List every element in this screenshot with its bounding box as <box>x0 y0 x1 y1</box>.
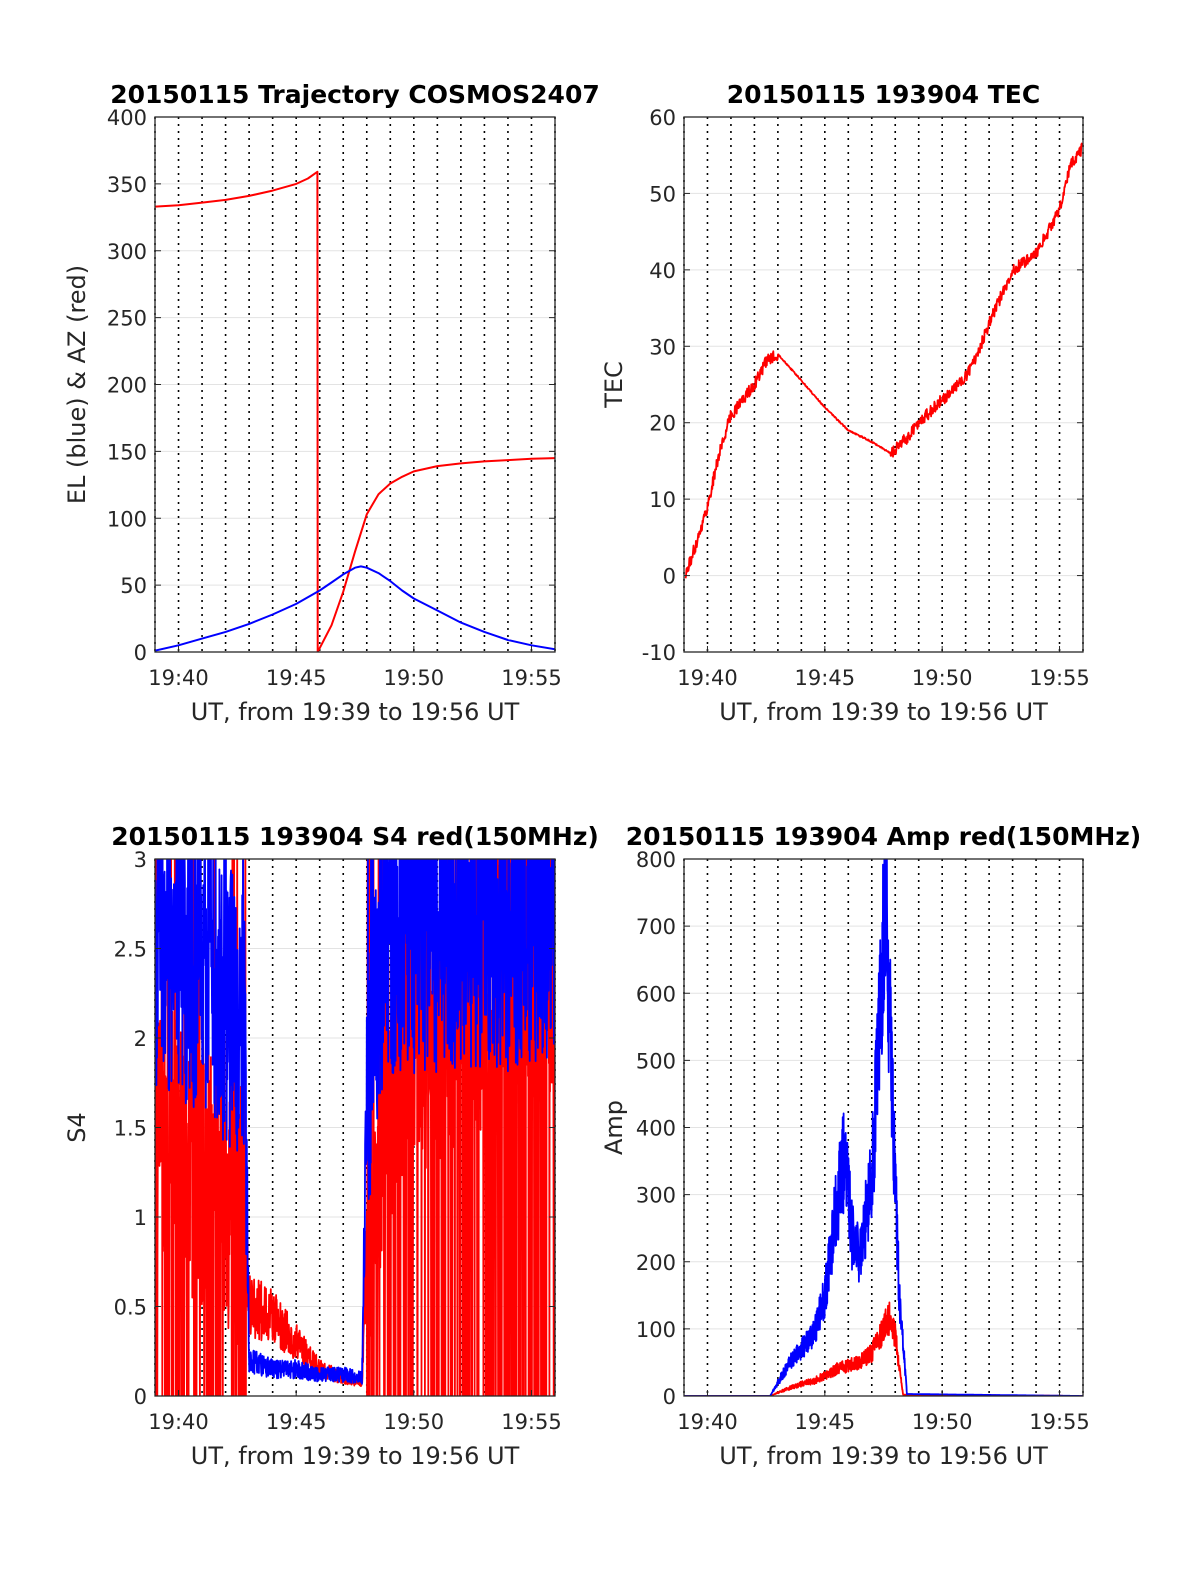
x-tick-label: 19:45 <box>795 666 856 690</box>
y-tick-label: -10 <box>642 641 676 665</box>
y-tick-label: 400 <box>636 1117 676 1141</box>
y-axis-label: S4 <box>63 1112 91 1143</box>
series-group <box>155 170 555 652</box>
y-tick-label: 300 <box>636 1184 676 1208</box>
y-tick-label: 100 <box>636 1318 676 1342</box>
chart-3: 0 0.5 1 1.5 2 2.5 3 19:40 19:45 19:50 19:55 2015011… <box>63 822 599 1470</box>
y-axis-label: Amp <box>600 1100 628 1155</box>
y-tick-label: 350 <box>107 173 147 197</box>
series-line-red <box>684 142 1083 579</box>
y-tick-label: 20 <box>649 412 676 436</box>
x-axis-label: UT, from 19:39 to 19:56 UT <box>719 1442 1048 1470</box>
y-tick-label: 600 <box>636 982 676 1006</box>
chart-2: -10 0 10 20 30 40 50 60 19:40 19:45 19:50 19:55 2015… <box>600 80 1090 726</box>
y-tick-label: 0 <box>663 565 676 589</box>
y-tick-label: 200 <box>636 1251 676 1275</box>
chart-title: 20150115 193904 TEC <box>727 80 1040 109</box>
chart-1: 0 50 100 150 200 250 300 350 400 19:40 19:45 19:50 1… <box>63 80 600 726</box>
x-axis-label: UT, from 19:39 to 19:56 UT <box>719 698 1048 726</box>
x-tick-label: 19:40 <box>677 1410 738 1434</box>
series-group <box>684 142 1083 579</box>
y-tick-label: 100 <box>107 507 147 531</box>
x-axis-label: UT, from 19:39 to 19:56 UT <box>191 698 520 726</box>
x-tick-label: 19:55 <box>1029 666 1090 690</box>
y-tick-label: 700 <box>636 915 676 939</box>
y-tick-label: 50 <box>120 574 147 598</box>
y-tick-label: 2.5 <box>114 938 147 962</box>
y-tick-label: 0 <box>663 1385 676 1409</box>
series-line-blue <box>155 565 555 652</box>
x-tick-label: 19:40 <box>148 1410 209 1434</box>
chart-title: 20150115 193904 S4 red(150MHz) <box>111 822 599 851</box>
x-axis-label: UT, from 19:39 to 19:56 UT <box>191 1442 520 1470</box>
y-tick-label: 150 <box>107 440 147 464</box>
y-tick-label: 0.5 <box>114 1296 147 1320</box>
x-tick-label: 19:45 <box>266 666 327 690</box>
x-tick-label: 19:55 <box>501 666 562 690</box>
x-tick-label: 19:50 <box>912 1410 973 1434</box>
y-tick-label: 30 <box>649 335 676 359</box>
y-tick-label: 3 <box>134 848 147 872</box>
chart-title: 20150115 Trajectory COSMOS2407 <box>110 80 600 109</box>
x-tick-label: 19:55 <box>1029 1410 1090 1434</box>
x-tick-label: 19:50 <box>912 666 973 690</box>
y-tick-label: 10 <box>649 488 676 512</box>
chart-4: 0 100 200 300 400 500 600 700 800 19:40 19:45 19:50… <box>600 822 1142 1470</box>
y-tick-label: 200 <box>107 374 147 398</box>
x-tick-label: 19:45 <box>266 1410 327 1434</box>
y-tick-label: 60 <box>649 106 676 130</box>
x-tick-label: 19:50 <box>384 666 445 690</box>
y-axis-label: EL (blue) & AZ (red) <box>63 265 91 504</box>
x-tick-label: 19:40 <box>148 666 209 690</box>
y-axis-label: TEC <box>600 361 628 409</box>
x-tick-label: 19:40 <box>677 666 738 690</box>
y-tick-label: 500 <box>636 1049 676 1073</box>
series-line-blue <box>155 859 555 1385</box>
y-tick-label: 2 <box>134 1027 147 1051</box>
chart-title: 20150115 193904 Amp red(150MHz) <box>626 822 1142 851</box>
y-tick-label: 400 <box>107 106 147 130</box>
y-tick-label: 800 <box>636 848 676 872</box>
y-tick-label: 0 <box>134 1385 147 1409</box>
y-tick-label: 1.5 <box>114 1117 147 1141</box>
axes-box <box>683 116 1084 653</box>
y-tick-label: 1 <box>134 1206 147 1230</box>
x-tick-label: 19:45 <box>795 1410 856 1434</box>
plot-area <box>684 117 1083 652</box>
x-tick-label: 19:55 <box>501 1410 562 1434</box>
y-tick-label: 50 <box>649 182 676 206</box>
x-tick-label: 19:50 <box>384 1410 445 1434</box>
series-group <box>155 859 555 1396</box>
y-tick-label: 250 <box>107 307 147 331</box>
y-tick-label: 0 <box>134 641 147 665</box>
y-tick-label: 40 <box>649 259 676 283</box>
series-line-blue <box>684 859 1083 1396</box>
y-tick-label: 300 <box>107 240 147 264</box>
